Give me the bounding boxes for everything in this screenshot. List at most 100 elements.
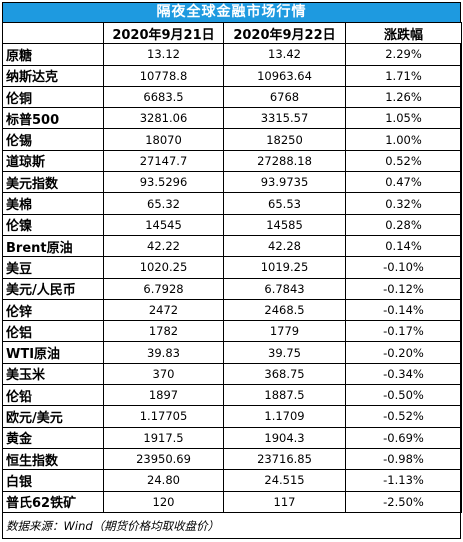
change-percent: -1.13% xyxy=(345,469,462,492)
change-percent: 0.14% xyxy=(345,234,462,258)
instrument-name: 道琼斯 xyxy=(2,149,104,173)
table-row: 伦锡 18070 18250 1.00% xyxy=(2,128,462,151)
value-date-2: 1904.3 xyxy=(223,426,346,449)
page-title: 隔夜全球金融市场行情 xyxy=(3,3,460,22)
table-row: 美玉米 370 368.75 -0.34% xyxy=(2,362,462,386)
table-row: 美豆 1020.25 1019.25 -0.10% xyxy=(2,256,462,279)
value-date-2: 18250 xyxy=(223,128,346,151)
table-row: 美元指数 93.5296 93.9735 0.47% xyxy=(2,171,462,194)
value-date-2: 3315.57 xyxy=(223,107,346,130)
value-date-2: 6768 xyxy=(223,85,346,109)
change-percent: -0.34% xyxy=(345,362,462,386)
change-percent: 1.00% xyxy=(345,128,462,151)
instrument-name: 伦锡 xyxy=(2,128,104,151)
change-percent: -0.20% xyxy=(345,341,462,364)
change-percent: -0.52% xyxy=(345,405,462,428)
instrument-name: 普氏62铁矿 xyxy=(2,490,104,513)
value-date-1: 370 xyxy=(103,362,224,386)
change-percent: 0.32% xyxy=(345,192,462,215)
instrument-name: 伦镍 xyxy=(2,213,104,236)
instrument-name: 纳斯达克 xyxy=(2,64,104,87)
table-row: 纳斯达克 10778.8 10963.64 1.71% xyxy=(2,64,462,87)
table-row: 伦锌 2472 2468.5 -0.14% xyxy=(2,298,462,322)
value-date-2: 1779 xyxy=(223,320,346,343)
table-row: 伦镍 14545 14585 0.28% xyxy=(2,213,462,236)
value-date-1: 6683.5 xyxy=(103,85,224,109)
change-percent: -0.12% xyxy=(345,277,462,300)
table-row: 伦铜 6683.5 6768 1.26% xyxy=(2,85,462,109)
value-date-1: 13.12 xyxy=(103,43,224,66)
value-date-1: 6.7928 xyxy=(103,277,224,300)
instrument-name: 美棉 xyxy=(2,192,104,215)
change-percent: 1.71% xyxy=(345,64,462,87)
instrument-name: 标普500 xyxy=(2,107,104,130)
table-row: 普氏62铁矿 120 117 -2.50% xyxy=(2,490,462,513)
change-percent: -0.98% xyxy=(345,447,462,471)
instrument-name: 美元/人民币 xyxy=(2,277,104,300)
instrument-name: 原糖 xyxy=(2,43,104,66)
value-date-1: 93.5296 xyxy=(103,171,224,194)
change-percent: -2.50% xyxy=(345,490,462,513)
market-table: 2020年9月21日 2020年9月22日 涨跌幅 原糖 13.12 13.42 2.… xyxy=(2,21,462,513)
value-date-2: 1887.5 xyxy=(223,384,346,407)
instrument-name: 伦铝 xyxy=(2,320,104,343)
table-row: 美元/人民币 6.7928 6.7843 -0.12% xyxy=(2,277,462,300)
value-date-2: 368.75 xyxy=(223,362,346,386)
change-percent: 1.26% xyxy=(345,85,462,109)
change-percent: 0.28% xyxy=(345,213,462,236)
value-date-2: 65.53 xyxy=(223,192,346,215)
table-row: 原糖 13.12 13.42 2.29% xyxy=(2,43,462,66)
value-date-1: 42.22 xyxy=(103,234,224,258)
value-date-1: 10778.8 xyxy=(103,64,224,87)
instrument-name: 恒生指数 xyxy=(2,447,104,471)
header-name xyxy=(2,21,104,45)
change-percent: 2.29% xyxy=(345,43,462,66)
header-date-2: 2020年9月22日 xyxy=(223,21,346,45)
header-row: 2020年9月21日 2020年9月22日 涨跌幅 xyxy=(2,21,462,45)
instrument-name: 美玉米 xyxy=(2,362,104,386)
value-date-2: 6.7843 xyxy=(223,277,346,300)
value-date-1: 2472 xyxy=(103,298,224,322)
table-row: 伦铝 1782 1779 -0.17% xyxy=(2,320,462,343)
value-date-2: 1.1709 xyxy=(223,405,346,428)
change-percent: 0.47% xyxy=(345,171,462,194)
header-change: 涨跌幅 xyxy=(345,21,462,45)
instrument-name: 伦铅 xyxy=(2,384,104,407)
instrument-name: 欧元/美元 xyxy=(2,405,104,428)
value-date-2: 2468.5 xyxy=(223,298,346,322)
value-date-1: 14545 xyxy=(103,213,224,236)
change-percent: -0.69% xyxy=(345,426,462,449)
value-date-1: 120 xyxy=(103,490,224,513)
table-row: 恒生指数 23950.69 23716.85 -0.98% xyxy=(2,447,462,471)
value-date-2: 24.515 xyxy=(223,469,346,492)
value-date-1: 18070 xyxy=(103,128,224,151)
value-date-1: 65.32 xyxy=(103,192,224,215)
table-row: 白银 24.80 24.515 -1.13% xyxy=(2,469,462,492)
instrument-name: Brent原油 xyxy=(2,234,104,258)
change-percent: 1.05% xyxy=(345,107,462,130)
change-percent: -0.10% xyxy=(345,256,462,279)
value-date-2: 13.42 xyxy=(223,43,346,66)
table-row: 欧元/美元 1.17705 1.1709 -0.52% xyxy=(2,405,462,428)
value-date-1: 39.83 xyxy=(103,341,224,364)
value-date-2: 1019.25 xyxy=(223,256,346,279)
value-date-1: 1917.5 xyxy=(103,426,224,449)
value-date-2: 93.9735 xyxy=(223,171,346,194)
table-row: 标普500 3281.06 3315.57 1.05% xyxy=(2,107,462,130)
value-date-1: 23950.69 xyxy=(103,447,224,471)
value-date-1: 1020.25 xyxy=(103,256,224,279)
table-row: 伦铅 1897 1887.5 -0.50% xyxy=(2,384,462,407)
instrument-name: WTI原油 xyxy=(2,341,104,364)
table-row: 黄金 1917.5 1904.3 -0.69% xyxy=(2,426,462,449)
value-date-2: 42.28 xyxy=(223,234,346,258)
value-date-1: 27147.7 xyxy=(103,149,224,173)
value-date-2: 39.75 xyxy=(223,341,346,364)
change-percent: -0.17% xyxy=(345,320,462,343)
value-date-2: 27288.18 xyxy=(223,149,346,173)
change-percent: -0.50% xyxy=(345,384,462,407)
table-row: 美棉 65.32 65.53 0.32% xyxy=(2,192,462,215)
value-date-1: 1782 xyxy=(103,320,224,343)
change-percent: 0.52% xyxy=(345,149,462,173)
table-row: WTI原油 39.83 39.75 -0.20% xyxy=(2,341,462,364)
value-date-2: 14585 xyxy=(223,213,346,236)
